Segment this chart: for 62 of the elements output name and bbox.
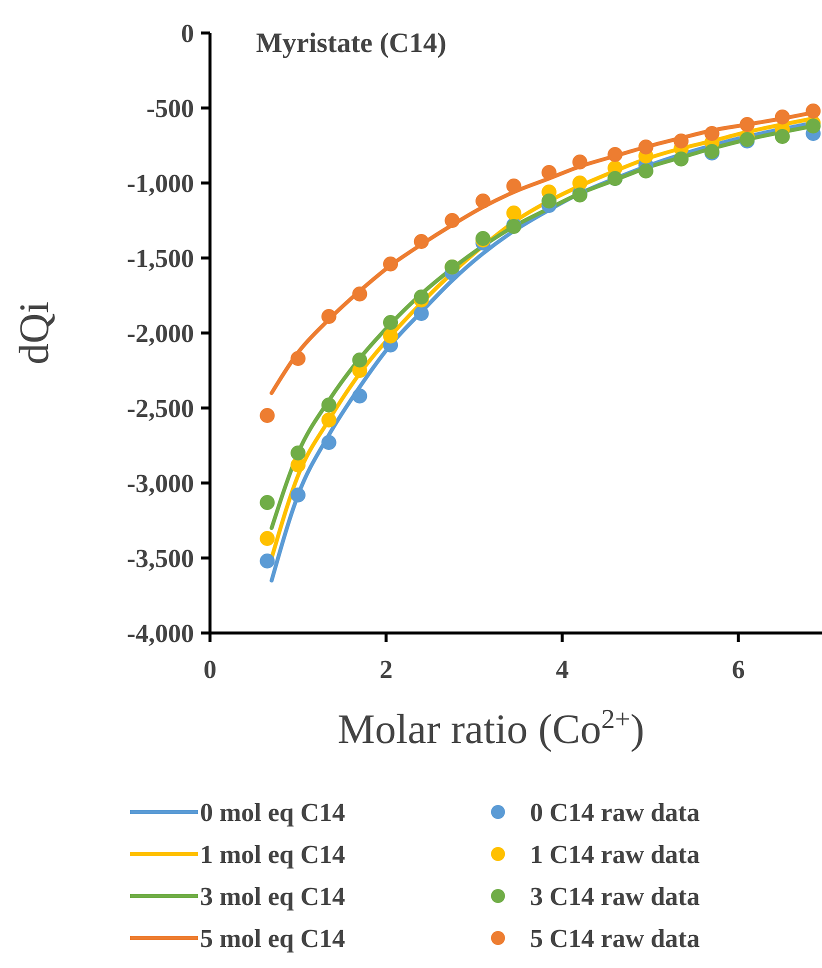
point [542,165,557,180]
y-tick-label: -4,000 [126,619,194,648]
y-tick-label: -1,000 [126,169,194,198]
point [352,388,368,404]
point [383,315,398,330]
point [506,206,522,220]
y-tick-label: -2,000 [126,319,194,348]
point [638,164,654,178]
point [608,147,623,162]
y-axis-title: dQi [12,302,58,364]
legend-label: 1 C14 raw data [530,840,700,869]
point [414,234,429,249]
point [704,126,720,141]
point [383,256,398,272]
point [774,110,790,124]
point [290,488,306,502]
x-tick-label: 2 [380,655,393,684]
y-tick-label: -2,500 [126,394,194,424]
legend-label: 0 mol eq C14 [200,798,346,827]
point [572,154,588,170]
legend-label: 5 C14 raw data [530,924,700,953]
point [806,104,821,118]
point [290,351,306,366]
point [674,134,689,148]
legend-label: 3 C14 raw data [530,882,700,911]
point [260,408,275,423]
point [506,178,522,194]
x-tick-label: 4 [556,655,569,684]
point [475,194,490,208]
point [321,398,336,412]
point [444,213,460,228]
point [321,412,336,428]
point [321,435,336,450]
point [321,309,336,324]
y-tick-label: 0 [181,19,194,48]
point [414,306,429,321]
y-tick-label: -3,000 [126,469,194,498]
x-tick-label: 0 [204,655,216,684]
point [352,352,368,368]
point [740,117,755,132]
y-tick-label: -1,500 [126,244,194,274]
point [806,118,821,134]
y-tick-label: -3,500 [126,544,194,574]
point [352,286,368,302]
y-tick-label: -500 [146,94,194,124]
legend-label: 1 mol eq C14 [200,840,346,869]
legend-label: 5 mol eq C14 [200,924,346,953]
legend-label: 3 mol eq C14 [200,882,346,911]
point [260,531,275,546]
point [674,152,689,166]
point [414,290,429,304]
point [290,446,306,460]
legend-label: 0 C14 raw data [530,798,700,827]
point [383,328,398,344]
x-axis-title: Molar ratio (Co$^{2+}$) [338,704,644,753]
x-tick-label: 6 [732,655,745,684]
chart-title: Myristate (C14) [256,28,446,59]
point [638,140,654,154]
point [260,495,275,510]
point [774,129,790,144]
point [260,554,275,568]
point [542,194,557,208]
